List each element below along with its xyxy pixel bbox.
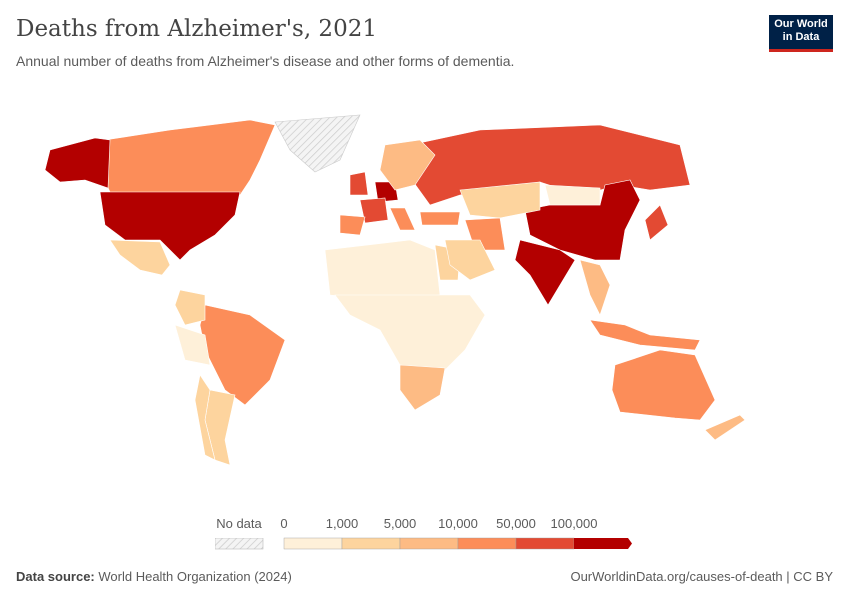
- country-united-states[interactable]: [99, 191, 241, 261]
- country-germany[interactable]: [374, 181, 399, 203]
- country-north-africa[interactable]: [324, 239, 441, 301]
- country-chile[interactable]: [194, 374, 216, 461]
- chart-title: Deaths from Alzheimer's, 2021: [16, 16, 377, 42]
- logo-line-1: Our World: [774, 18, 828, 30]
- country-colombia[interactable]: [174, 289, 206, 326]
- source-name: World Health Organization (2024): [98, 569, 292, 584]
- legend-color-bar: [283, 537, 632, 550]
- legend-tick: 100,000: [550, 516, 598, 531]
- country-italy[interactable]: [389, 207, 416, 231]
- footer-link[interactable]: OurWorldinData.org/causes-of-death | CC …: [570, 569, 833, 584]
- world-map: [44, 114, 746, 466]
- country-mexico[interactable]: [109, 239, 171, 276]
- country-australia[interactable]: [611, 349, 716, 421]
- country-sub-saharan-africa[interactable]: [334, 294, 486, 371]
- legend-no-data-swatch[interactable]: [215, 538, 265, 550]
- country-kazakhstan[interactable]: [459, 181, 541, 219]
- country-mongolia[interactable]: [544, 184, 601, 206]
- country-saudi-arabia[interactable]: [444, 239, 496, 281]
- legend-tick: 1,000: [325, 516, 359, 531]
- country-india[interactable]: [514, 239, 576, 306]
- legend: No data 0 1,000 5,000 10,000 50,000 100,000: [0, 510, 850, 560]
- owid-logo[interactable]: Our World in Data: [769, 15, 833, 52]
- country-japan[interactable]: [644, 204, 669, 241]
- data-source: Data source: World Health Organization (…: [16, 569, 292, 584]
- country-indonesia[interactable]: [589, 319, 701, 351]
- country-greenland[interactable]: [274, 114, 361, 173]
- country-canada[interactable]: [99, 119, 276, 196]
- country-france[interactable]: [359, 197, 389, 224]
- legend-bin[interactable]: [341, 537, 401, 550]
- legend-tick: 10,000: [438, 516, 478, 531]
- legend-bin[interactable]: [399, 537, 459, 550]
- country-spain[interactable]: [339, 214, 366, 236]
- country-turkey[interactable]: [419, 211, 461, 226]
- legend-tick: 5,000: [383, 516, 417, 531]
- country-peru[interactable]: [174, 324, 211, 366]
- country-new-zealand[interactable]: [704, 414, 746, 441]
- country-southeast-asia[interactable]: [579, 259, 611, 316]
- legend-no-data-label: No data: [216, 516, 262, 531]
- legend-bin[interactable]: [574, 538, 632, 549]
- legend-bin[interactable]: [515, 537, 575, 550]
- country-united-kingdom[interactable]: [349, 171, 369, 196]
- country-south-africa[interactable]: [399, 364, 446, 411]
- country-brazil[interactable]: [199, 304, 286, 406]
- legend-tick: 0: [280, 516, 288, 531]
- logo-line-2: in Data: [782, 31, 820, 43]
- legend-bin[interactable]: [283, 537, 343, 550]
- legend-tick: 50,000: [496, 516, 536, 531]
- source-label: Data source:: [16, 569, 95, 584]
- chart-subtitle: Annual number of deaths from Alzheimer's…: [16, 53, 515, 69]
- country-scandinavia[interactable]: [379, 139, 436, 191]
- country-alaska-united-states[interactable]: [44, 137, 111, 189]
- legend-bin[interactable]: [457, 537, 517, 550]
